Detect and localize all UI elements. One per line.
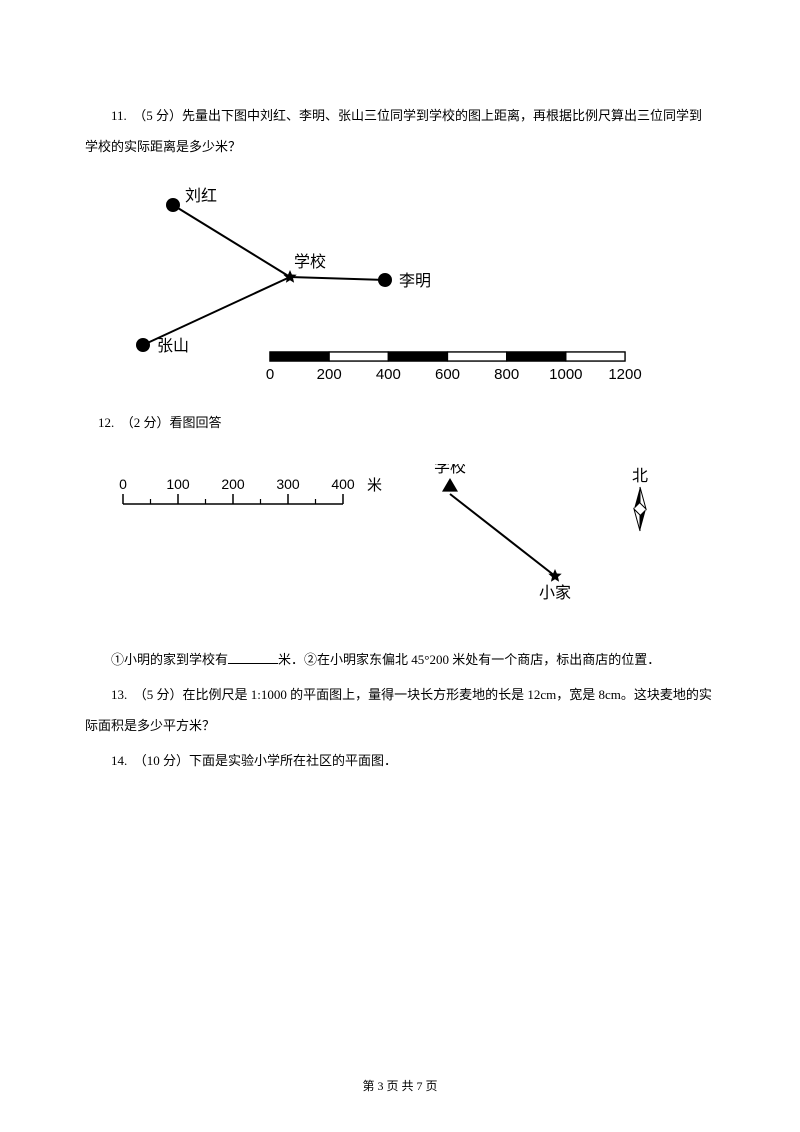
q12-diagram: 0 100 200 300 400 米 学校小家 北: [105, 454, 715, 629]
q14-number: 14.: [111, 753, 127, 768]
svg-text:400: 400: [376, 366, 401, 383]
q12-followup: ①小明的家到学校有 米．②在小明家东偏北 45°200 米处有一个商店，标出商店的…: [85, 644, 715, 675]
svg-text:小家: 小家: [539, 584, 571, 602]
svg-text:米: 米: [367, 477, 382, 494]
svg-text:学校: 学校: [434, 464, 466, 476]
svg-text:800: 800: [494, 366, 519, 383]
svg-text:200: 200: [221, 476, 245, 492]
svg-text:600: 600: [435, 366, 460, 383]
svg-text:北: 北: [632, 467, 648, 485]
q11-diagram: 刘红学校李明张山 0 200 400 600 800 1000 1200: [105, 177, 715, 392]
q11-points: （5 分）: [133, 108, 182, 123]
question-12: 12. （2 分）看图回答: [85, 407, 715, 438]
svg-text:0: 0: [266, 366, 274, 383]
question-14: 14. （10 分）下面是实验小学所在社区的平面图．: [85, 745, 715, 776]
svg-text:0: 0: [119, 476, 127, 492]
question-13: 13. （5 分）在比例尺是 1:1000 的平面图上，量得一块长方形麦地的长是…: [85, 679, 715, 741]
q13-points: （5 分）: [134, 687, 183, 702]
q12-svg: 0 100 200 300 400 米 学校小家 北: [105, 464, 685, 624]
q14-points: （10 分）: [134, 753, 189, 768]
svg-text:学校: 学校: [294, 253, 326, 271]
q12-followup-2: 米．②在小明家东偏北 45°200 米处有一个商店，标出商店的位置．: [278, 652, 660, 667]
svg-text:100: 100: [166, 476, 190, 492]
q12-number: 12.: [98, 415, 114, 430]
svg-text:1000: 1000: [549, 366, 582, 383]
q12-points: （2 分）: [121, 415, 170, 430]
svg-text:200: 200: [317, 366, 342, 383]
svg-text:400: 400: [331, 476, 355, 492]
q13-number: 13.: [111, 687, 127, 702]
svg-text:李明: 李明: [399, 272, 431, 290]
svg-text:张山: 张山: [157, 337, 189, 355]
q11-number: 11.: [111, 108, 127, 123]
q12-blank: [228, 651, 278, 664]
footer-text: 第 3 页 共 7 页: [362, 1079, 437, 1093]
page-footer: 第 3 页 共 7 页: [0, 1077, 800, 1094]
q14-text: 下面是实验小学所在社区的平面图．: [189, 753, 397, 768]
q12-text: 看图回答: [170, 415, 222, 430]
question-11: 11. （5 分）先量出下图中刘红、李明、张山三位同学到学校的图上距离，再根据比…: [85, 100, 715, 162]
q12-followup-1: ①小明的家到学校有: [111, 652, 228, 667]
svg-text:刘红: 刘红: [185, 187, 217, 205]
q11-svg: 刘红学校李明张山 0 200 400 600 800 1000 1200: [105, 177, 645, 387]
svg-text:1200: 1200: [608, 366, 641, 383]
svg-text:300: 300: [276, 476, 300, 492]
